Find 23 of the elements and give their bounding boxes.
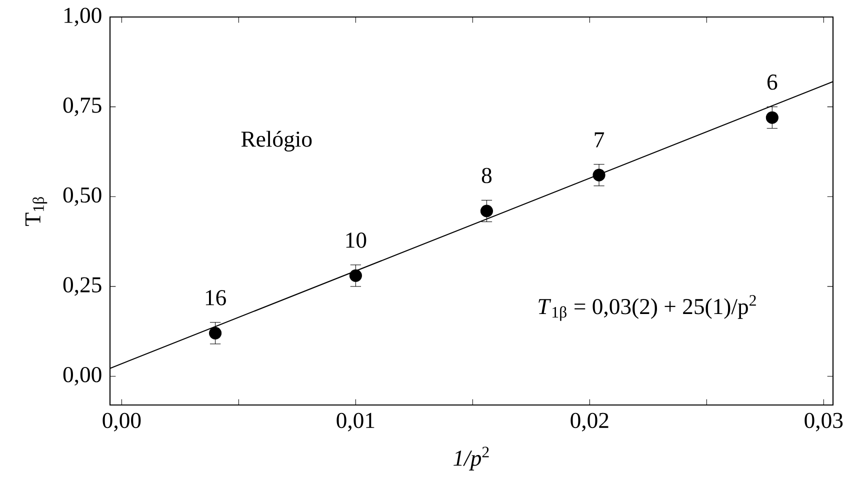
point: [766, 111, 778, 124]
x-axis-title: 1/p$^{2}$: [454, 446, 489, 470]
annotation: 10: [346, 232, 366, 248]
x-tick-label: 0,00: [102, 412, 141, 432]
point: [592, 168, 606, 182]
y-tick-label: 0,25: [63, 277, 102, 296]
x-tick-label: 0,03: [804, 412, 843, 432]
point: [480, 204, 493, 218]
point: [349, 269, 362, 282]
annotation: 6: [767, 74, 778, 90]
annotation: 7: [594, 132, 604, 148]
annotation: 16: [206, 290, 226, 306]
annotation: Relógio: [241, 130, 312, 152]
y-tick-label: 0,75: [63, 98, 102, 116]
x-tick-label: 0,02: [570, 412, 608, 432]
y-tick-label: 1,00: [64, 8, 102, 26]
annotation: T$_{1β}$ = 0,03(2) + 25(1)/p$^{2}$: [538, 295, 756, 321]
x-tick-label: 0,01: [336, 412, 374, 432]
point: [209, 326, 222, 340]
annotation: 8: [482, 168, 492, 184]
y-tick-label: 0,00: [63, 366, 102, 386]
y-axis-title: T$_{1β}$: [25, 197, 48, 226]
y-tick-label: 0,50: [63, 187, 102, 206]
